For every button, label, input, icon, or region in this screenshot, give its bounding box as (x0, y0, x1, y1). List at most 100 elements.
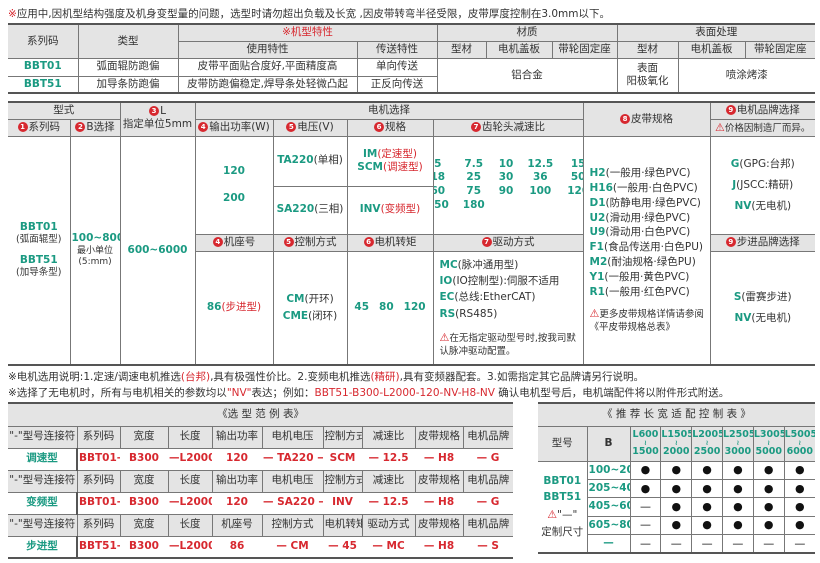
note-part: ,具有极强性价比。2.变频电机推选 (210, 371, 371, 383)
example-header: "-"型号连接符 (8, 469, 78, 493)
fit-dash: — (691, 534, 723, 554)
brand-option-code: NV (734, 199, 752, 212)
note-example: BBT51-B300-L2000-120-NV-H8-NV (314, 387, 495, 399)
h-type: 类型 (77, 23, 179, 59)
length-to: 5000 (755, 446, 782, 458)
brand-cell: G(GPG:台邦) J(JSCC:精研) NV(无电机) (709, 135, 815, 235)
example-title: 《选 型 范 例 表》 (8, 402, 514, 427)
spec-cell: INV(变频型) (346, 185, 433, 235)
num-badge: 9 (725, 236, 736, 247)
example-header: 长度 (167, 425, 213, 449)
fit-row: 605~800—●●●●● (538, 515, 815, 536)
belt-option: H2(一般用·绿色PVC) (590, 166, 709, 181)
fit-dash: — (722, 534, 754, 554)
h-pulley-seat-surface: 带轮固定座 (744, 40, 816, 59)
ratio-value: 10 (498, 157, 514, 170)
spec-code: IM (362, 147, 378, 160)
h-series: 1 系列码 (8, 118, 71, 137)
h-surface: 表面处理 (616, 23, 816, 42)
belt-note: ⚠更多皮带规格详情请参阅《平皮带规格总表》 (590, 306, 709, 335)
torque-value: 45 (354, 301, 370, 314)
h-ratio-label: 齿轮头减速比 (482, 120, 545, 133)
fit-dash: — (783, 534, 815, 554)
range-sep: ≀ (736, 438, 740, 447)
fit-dot: ● (783, 460, 815, 480)
fit-title: 《 推 荐 长 宽 适 配 控 制 表 》 (538, 402, 815, 427)
h-motor: 电机选择 (194, 101, 584, 120)
step-brand-option-desc: (雷赛步进) (741, 290, 792, 303)
example-value: — 45 (323, 535, 362, 559)
num-badge: 6 (374, 121, 384, 132)
h-voltage-label: 电压(V) (297, 120, 334, 133)
note-text: 应用中,因机型结构强度及机身变型量的问题，选型时请勿超出负载及长宽 ,因皮带转弯… (16, 8, 610, 20)
control-code: CME (282, 309, 309, 322)
b-unit: (5:mm) (78, 256, 112, 267)
h-b: B (586, 425, 631, 462)
fit-dot: ● (722, 497, 754, 517)
control-code: CM (286, 292, 305, 305)
h-control-label: 控制方式 (294, 235, 337, 248)
h-drive: 7 驱动方式 (432, 233, 584, 252)
belt-option-desc: (防静电用·绿色PVC) (605, 196, 701, 209)
example-header: 减速比 (361, 469, 416, 493)
brand-option: J(JSCC:精研) (712, 175, 815, 196)
example-value: 120 (212, 447, 262, 471)
belt-option-desc: (一般用·红色PVC) (604, 286, 690, 299)
model-cell: BBT01 BBT51 ⚠"—" 定制尺寸 (538, 460, 588, 554)
example-value: INV (323, 491, 362, 515)
example-value: — MC (362, 535, 415, 559)
control-desc: (闭环) (308, 309, 338, 322)
brand-option-code: J (732, 178, 737, 191)
range-sep: ≀ (705, 438, 709, 447)
drive-option-code: MC (439, 258, 458, 271)
belt-option-code: H2 (589, 166, 606, 179)
num-badge: 9 (725, 105, 736, 116)
brand-option-desc: (JSCC:精研) (736, 178, 794, 191)
fit-dot: ● (629, 478, 662, 499)
fit-dot: ● (752, 515, 785, 536)
example-header: 控制方式 (322, 425, 363, 449)
num-badge: 6 (363, 236, 374, 247)
range-sep: ≀ (674, 438, 678, 447)
h-brand-label: 电机品牌选择 (736, 104, 800, 117)
b-range: 605~800 (587, 515, 631, 536)
brand-option: G(GPG:台邦) (712, 154, 815, 175)
fit-dot: ● (660, 515, 693, 536)
example-label: 调速型 (8, 447, 78, 471)
note-highlight: (精研) (370, 371, 400, 383)
example-header: 系列码 (76, 469, 121, 493)
drive-option: EC(总线:EtherCAT) (440, 289, 582, 305)
h-frame-label: 机座号 (223, 235, 256, 248)
spec-desc: (调速型) (383, 161, 423, 173)
h-belt: 8 皮带规格 (582, 101, 711, 137)
note-part: ※选择了无电机时，所有与电机相关的参数均以 (8, 387, 227, 399)
length-range-header: L2505 ≀ 3000 (722, 425, 754, 462)
drive-option: IO(IO控制型):伺服不适用 (440, 273, 582, 289)
custom-mark: ⚠"—" (539, 506, 586, 524)
h-spec-label: 规格 (385, 120, 406, 133)
frame-cell: 86(步进型) (195, 250, 274, 366)
table-row: BBT01 弧面辊防跑偏 皮带平面贴合度好,平面精度高 单向传送 铝合金 表面阳… (8, 57, 816, 94)
belt-option-code: Y1 (589, 271, 605, 284)
example-header: 系列码 (76, 425, 121, 449)
spec-cell: IM(定速型) SCM(调速型) (346, 135, 434, 187)
type: 加导条防跑偏 (77, 75, 179, 94)
example-value: 86 (212, 535, 262, 559)
example-value: — G (463, 447, 514, 471)
model-code: BBT01 (543, 474, 582, 487)
num-badge: 4 (198, 121, 209, 132)
h-voltage: 5 电压(V) (272, 118, 348, 137)
example-header: 宽度 (119, 469, 169, 493)
example-header: 机座号 (211, 513, 263, 537)
range-sep: ≀ (767, 438, 771, 447)
belt-option: M2(耐油规格·绿色PU) (590, 255, 709, 270)
h-brand-note: ⚠价格因制造厂而异。 (709, 118, 815, 137)
h-torque: 6 电机转矩 (346, 233, 434, 252)
voltage-desc: (三相) (314, 203, 344, 216)
series-cell: BBT01 (弧面辊型) BBT51 (加导条型) (8, 135, 71, 366)
drive-option-code: IO (439, 275, 453, 288)
brand-option: NV(无电机) (712, 196, 815, 217)
belt-option-desc: (耐油规格·绿色PU) (607, 256, 696, 269)
note-part: 表达；例如： (251, 387, 315, 399)
